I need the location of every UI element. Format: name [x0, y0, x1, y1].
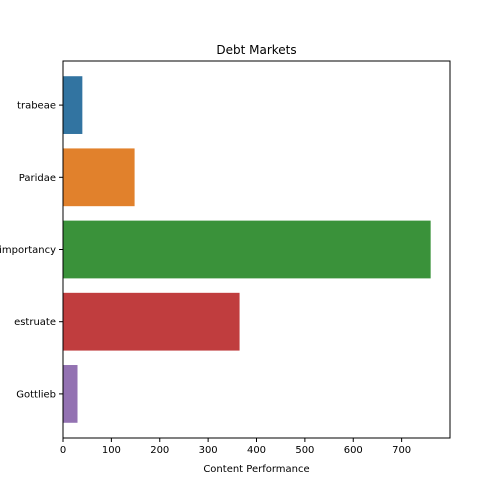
x-tick-label: 400	[247, 445, 266, 456]
y-tick-label: Gottlieb	[16, 389, 56, 400]
bar-trabeae	[63, 76, 83, 134]
y-axis: trabeae Paridae importancy estruate Gottlieb	[0, 101, 63, 400]
chart-title: Debt Markets	[216, 43, 296, 57]
plot-area-frame	[62, 60, 451, 439]
x-tick-label: 100	[102, 445, 121, 456]
x-tick-label: 500	[295, 445, 314, 456]
bar-paridae	[63, 148, 135, 207]
bar-estruate	[63, 292, 240, 351]
bar-importancy	[63, 220, 431, 279]
bar-gottlieb	[63, 365, 78, 423]
x-axis: 0 100 200 300 400 500 600 700	[60, 438, 411, 456]
x-tick-label: 300	[199, 445, 218, 456]
y-tick-label: Paridae	[19, 173, 56, 184]
y-tick-label: importancy	[0, 245, 56, 256]
x-axis-label: Content Performance	[203, 464, 309, 475]
y-tick-label: estruate	[14, 317, 56, 328]
x-tick-label: 0	[60, 445, 66, 456]
y-tick-label: trabeae	[17, 101, 56, 112]
x-tick-label: 600	[344, 445, 363, 456]
bars-layer	[63, 76, 431, 423]
x-tick-label: 700	[392, 445, 411, 456]
x-tick-label: 200	[150, 445, 169, 456]
